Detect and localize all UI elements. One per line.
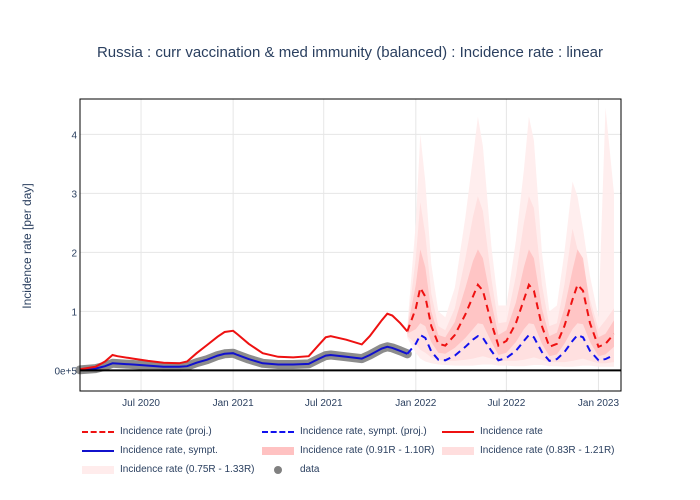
y-tick-label: 2 bbox=[71, 248, 77, 259]
proj-series bbox=[406, 282, 615, 349]
legend-label: Incidence rate bbox=[480, 426, 543, 437]
y-tick-label: 0e+5 bbox=[54, 366, 77, 377]
legend-swatch bbox=[440, 446, 476, 456]
y-tick-label: 3 bbox=[71, 189, 77, 200]
plot-frame bbox=[79, 98, 622, 392]
x-tick-label: Jul 2020 bbox=[122, 398, 160, 409]
x-tick-label: Jan 2023 bbox=[578, 398, 620, 409]
legend-item[interactable]: Incidence rate, sympt. (proj.) bbox=[260, 426, 427, 437]
legend-swatch bbox=[80, 427, 116, 437]
y-tick-label: 4 bbox=[71, 130, 77, 141]
y-tick-label: 1 bbox=[71, 307, 77, 318]
y-axis-title: Incidence rate [per day] bbox=[20, 183, 34, 308]
sympt-series bbox=[79, 345, 408, 371]
incidence-series bbox=[79, 312, 409, 371]
legend-swatch bbox=[260, 427, 296, 437]
band-layer bbox=[407, 107, 614, 367]
legend-swatch bbox=[440, 427, 476, 437]
legend-swatch bbox=[80, 465, 116, 475]
legend-label: Incidence rate (0.91R - 1.10R) bbox=[300, 445, 435, 456]
confidence-band bbox=[407, 249, 614, 357]
legend-item[interactable]: data bbox=[260, 464, 319, 475]
legend-item[interactable]: Incidence rate (proj.) bbox=[80, 426, 212, 437]
x-tick-label: Jul 2022 bbox=[487, 398, 525, 409]
legend-swatch bbox=[80, 446, 116, 456]
legend-label: Incidence rate (0.75R - 1.33R) bbox=[120, 464, 255, 475]
legend-swatch bbox=[260, 446, 296, 456]
legend-swatch bbox=[260, 465, 296, 475]
legend-item[interactable]: Incidence rate (0.91R - 1.10R) bbox=[260, 445, 435, 456]
legend-item[interactable]: Incidence rate, sympt. bbox=[80, 445, 218, 456]
legend-item[interactable]: Incidence rate (0.75R - 1.33R) bbox=[80, 464, 255, 475]
sympt-proj-series bbox=[406, 333, 615, 363]
legend-label: data bbox=[300, 464, 320, 475]
x-tick-label: Jul 2021 bbox=[305, 398, 343, 409]
line-layer bbox=[75, 282, 615, 375]
legend-label: Incidence rate, sympt. (proj.) bbox=[300, 426, 427, 437]
x-tick-label: Jan 2021 bbox=[213, 398, 255, 409]
legend-item[interactable]: Incidence rate (0.83R - 1.21R) bbox=[440, 445, 615, 456]
legend-label: Incidence rate, sympt. bbox=[120, 445, 218, 456]
legend-label: Incidence rate (proj.) bbox=[120, 426, 212, 437]
axis-layer: Jul 2020 Jan 2021 Jul 2021 Jan 2022 Jul 2022… bbox=[54, 98, 622, 409]
legend-item[interactable]: Incidence rate bbox=[440, 426, 543, 437]
legend-label: Incidence rate (0.83R - 1.21R) bbox=[480, 445, 615, 456]
chart-title: Russia : curr vaccination & med immunity… bbox=[96, 44, 604, 61]
x-tick-label: Jan 2022 bbox=[395, 398, 437, 409]
